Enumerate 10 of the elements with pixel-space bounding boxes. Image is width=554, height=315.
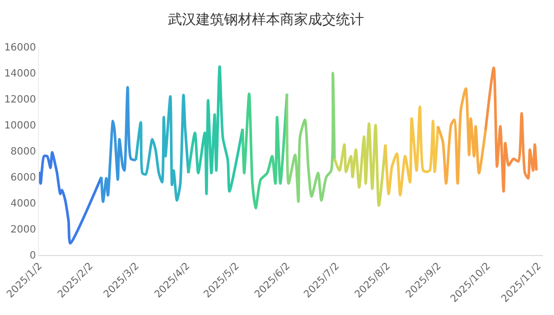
y-tick-label: 10000 <box>4 120 36 132</box>
y-tick-label: 4000 <box>10 198 36 210</box>
y-tick-label: 6000 <box>10 172 36 184</box>
y-tick-label: 2000 <box>10 224 36 236</box>
y-tick-label: 8000 <box>10 146 36 158</box>
y-tick-label: 12000 <box>4 94 36 106</box>
chart-title: 武汉建筑钢材样本商家成交统计 <box>168 12 364 28</box>
y-tick-label: 14000 <box>4 68 36 80</box>
y-tick-label: 16000 <box>4 42 36 54</box>
y-tick-label: 0 <box>30 250 36 262</box>
